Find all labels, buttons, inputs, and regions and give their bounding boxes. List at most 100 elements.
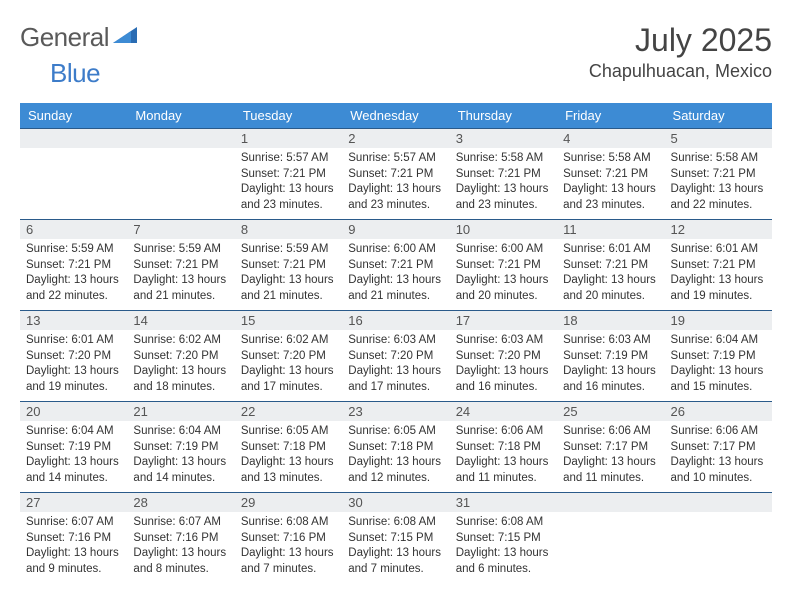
sunset-text: Sunset: 7:15 PM [348, 531, 445, 547]
day-data: Sunrise: 6:06 AMSunset: 7:17 PMDaylight:… [665, 421, 772, 492]
daylight-text: Daylight: 13 hours and 20 minutes. [563, 273, 660, 304]
dayhdr-sun: Sunday [20, 103, 127, 129]
sunset-text: Sunset: 7:21 PM [456, 258, 553, 274]
day-cell: 29Sunrise: 6:08 AMSunset: 7:16 PMDayligh… [235, 493, 342, 584]
daylight-text: Daylight: 13 hours and 7 minutes. [241, 546, 338, 577]
day-data: Sunrise: 5:58 AMSunset: 7:21 PMDaylight:… [557, 148, 664, 219]
day-data: Sunrise: 6:05 AMSunset: 7:18 PMDaylight:… [342, 421, 449, 492]
day-cell: 1Sunrise: 5:57 AMSunset: 7:21 PMDaylight… [235, 129, 342, 220]
brand-logo: General [20, 22, 139, 53]
sunrise-text: Sunrise: 6:00 AM [456, 242, 553, 258]
sunset-text: Sunset: 7:21 PM [456, 167, 553, 183]
sunrise-text: Sunrise: 6:05 AM [348, 424, 445, 440]
day-cell: 6Sunrise: 5:59 AMSunset: 7:21 PMDaylight… [20, 220, 127, 311]
dayhdr-mon: Monday [127, 103, 234, 129]
daylight-text: Daylight: 13 hours and 19 minutes. [671, 273, 768, 304]
sunset-text: Sunset: 7:21 PM [671, 258, 768, 274]
daylight-text: Daylight: 13 hours and 11 minutes. [456, 455, 553, 486]
sunset-text: Sunset: 7:20 PM [133, 349, 230, 365]
day-cell: 8Sunrise: 5:59 AMSunset: 7:21 PMDaylight… [235, 220, 342, 311]
sunset-text: Sunset: 7:16 PM [133, 531, 230, 547]
brand-word2: Blue [50, 58, 100, 89]
day-number: 31 [450, 493, 557, 512]
daylight-text: Daylight: 13 hours and 12 minutes. [348, 455, 445, 486]
day-number: 8 [235, 220, 342, 239]
day-cell: 25Sunrise: 6:06 AMSunset: 7:17 PMDayligh… [557, 402, 664, 493]
calendar-table: Sunday Monday Tuesday Wednesday Thursday… [20, 103, 772, 583]
sunrise-text: Sunrise: 6:04 AM [26, 424, 123, 440]
daylight-text: Daylight: 13 hours and 13 minutes. [241, 455, 338, 486]
sunrise-text: Sunrise: 6:06 AM [456, 424, 553, 440]
sunrise-text: Sunrise: 5:59 AM [26, 242, 123, 258]
day-cell: 4Sunrise: 5:58 AMSunset: 7:21 PMDaylight… [557, 129, 664, 220]
sunrise-text: Sunrise: 6:01 AM [563, 242, 660, 258]
day-data: Sunrise: 6:00 AMSunset: 7:21 PMDaylight:… [342, 239, 449, 310]
sunset-text: Sunset: 7:15 PM [456, 531, 553, 547]
daylight-text: Daylight: 13 hours and 16 minutes. [563, 364, 660, 395]
sunrise-text: Sunrise: 6:04 AM [133, 424, 230, 440]
day-number [557, 493, 664, 512]
day-number [20, 129, 127, 148]
sunrise-text: Sunrise: 6:03 AM [563, 333, 660, 349]
day-number: 13 [20, 311, 127, 330]
day-data: Sunrise: 6:01 AMSunset: 7:20 PMDaylight:… [20, 330, 127, 401]
day-number: 7 [127, 220, 234, 239]
day-cell: 7Sunrise: 5:59 AMSunset: 7:21 PMDaylight… [127, 220, 234, 311]
sunset-text: Sunset: 7:21 PM [241, 258, 338, 274]
day-cell [557, 493, 664, 584]
day-number: 14 [127, 311, 234, 330]
week-row: 27Sunrise: 6:07 AMSunset: 7:16 PMDayligh… [20, 493, 772, 584]
sunset-text: Sunset: 7:20 PM [26, 349, 123, 365]
sunset-text: Sunset: 7:17 PM [563, 440, 660, 456]
sunset-text: Sunset: 7:21 PM [26, 258, 123, 274]
day-cell [665, 493, 772, 584]
daylight-text: Daylight: 13 hours and 21 minutes. [133, 273, 230, 304]
brand-triangle-icon [113, 25, 137, 50]
day-data: Sunrise: 6:04 AMSunset: 7:19 PMDaylight:… [20, 421, 127, 492]
sunset-text: Sunset: 7:19 PM [671, 349, 768, 365]
daylight-text: Daylight: 13 hours and 22 minutes. [26, 273, 123, 304]
sunrise-text: Sunrise: 5:58 AM [456, 151, 553, 167]
day-cell: 19Sunrise: 6:04 AMSunset: 7:19 PMDayligh… [665, 311, 772, 402]
day-data: Sunrise: 6:07 AMSunset: 7:16 PMDaylight:… [20, 512, 127, 583]
sunset-text: Sunset: 7:21 PM [241, 167, 338, 183]
sunrise-text: Sunrise: 6:02 AM [241, 333, 338, 349]
day-number: 20 [20, 402, 127, 421]
daylight-text: Daylight: 13 hours and 21 minutes. [241, 273, 338, 304]
sunset-text: Sunset: 7:19 PM [563, 349, 660, 365]
daylight-text: Daylight: 13 hours and 8 minutes. [133, 546, 230, 577]
day-cell: 10Sunrise: 6:00 AMSunset: 7:21 PMDayligh… [450, 220, 557, 311]
sunrise-text: Sunrise: 5:59 AM [241, 242, 338, 258]
day-cell: 12Sunrise: 6:01 AMSunset: 7:21 PMDayligh… [665, 220, 772, 311]
day-data: Sunrise: 6:04 AMSunset: 7:19 PMDaylight:… [127, 421, 234, 492]
day-data: Sunrise: 6:06 AMSunset: 7:17 PMDaylight:… [557, 421, 664, 492]
day-number: 15 [235, 311, 342, 330]
sunset-text: Sunset: 7:19 PM [133, 440, 230, 456]
day-number: 11 [557, 220, 664, 239]
sunrise-text: Sunrise: 6:04 AM [671, 333, 768, 349]
day-cell: 15Sunrise: 6:02 AMSunset: 7:20 PMDayligh… [235, 311, 342, 402]
day-number: 9 [342, 220, 449, 239]
day-number: 29 [235, 493, 342, 512]
dayhdr-tue: Tuesday [235, 103, 342, 129]
sunrise-text: Sunrise: 6:08 AM [241, 515, 338, 531]
day-number: 1 [235, 129, 342, 148]
daylight-text: Daylight: 13 hours and 23 minutes. [348, 182, 445, 213]
day-cell: 24Sunrise: 6:06 AMSunset: 7:18 PMDayligh… [450, 402, 557, 493]
day-data: Sunrise: 6:03 AMSunset: 7:20 PMDaylight:… [342, 330, 449, 401]
sunrise-text: Sunrise: 6:01 AM [671, 242, 768, 258]
day-number: 18 [557, 311, 664, 330]
day-data: Sunrise: 6:03 AMSunset: 7:19 PMDaylight:… [557, 330, 664, 401]
day-cell: 23Sunrise: 6:05 AMSunset: 7:18 PMDayligh… [342, 402, 449, 493]
day-cell: 20Sunrise: 6:04 AMSunset: 7:19 PMDayligh… [20, 402, 127, 493]
day-cell: 13Sunrise: 6:01 AMSunset: 7:20 PMDayligh… [20, 311, 127, 402]
day-number: 28 [127, 493, 234, 512]
day-data: Sunrise: 6:05 AMSunset: 7:18 PMDaylight:… [235, 421, 342, 492]
day-data: Sunrise: 5:59 AMSunset: 7:21 PMDaylight:… [235, 239, 342, 310]
sunrise-text: Sunrise: 6:08 AM [456, 515, 553, 531]
day-number: 17 [450, 311, 557, 330]
sunset-text: Sunset: 7:21 PM [133, 258, 230, 274]
day-data: Sunrise: 5:57 AMSunset: 7:21 PMDaylight:… [235, 148, 342, 219]
daylight-text: Daylight: 13 hours and 18 minutes. [133, 364, 230, 395]
day-number: 4 [557, 129, 664, 148]
